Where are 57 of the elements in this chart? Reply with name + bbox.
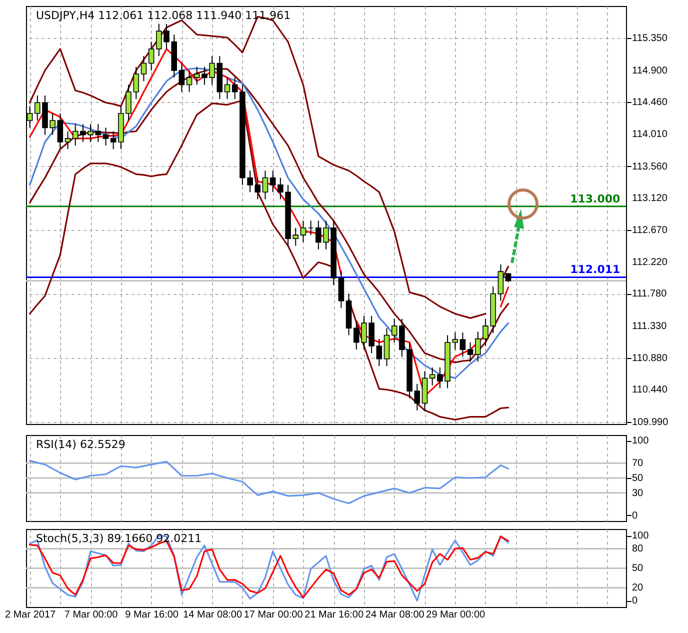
y-tick-label: 114.460 (632, 96, 668, 108)
candlestick (110, 130, 116, 150)
ref-line-label: 113.000 (570, 192, 621, 206)
y-tick-label: 0 (632, 510, 638, 522)
y-tick-label: 110.880 (632, 353, 668, 364)
candlestick (460, 332, 466, 358)
x-tick-label: 2 Mar 2017 (5, 610, 56, 620)
candlestick (186, 70, 192, 92)
x-tick-label: 29 Mar 00:00 (426, 610, 486, 620)
candlestick (376, 338, 382, 367)
candlestick (308, 220, 314, 236)
x-tick-label: 14 Mar 08:00 (183, 610, 242, 620)
candlestick (262, 170, 268, 200)
y-tick-label: 50 (632, 473, 644, 484)
y-tick-label: 0 (632, 596, 638, 607)
y-tick-label: 114.010 (632, 129, 668, 140)
chart-title: USDJPY,H4 112.061 112.068 111.940 111.961 (36, 9, 291, 22)
candlestick (467, 342, 474, 362)
y-tick-label: 70 (632, 458, 644, 470)
y-tick-label: 30 (632, 488, 644, 499)
candlestick (148, 41, 154, 71)
candlestick (57, 112, 64, 150)
ref-line-label: 112.011 (570, 263, 620, 276)
y-tick-label: 114.900 (632, 65, 668, 76)
candlestick (300, 220, 306, 243)
y-tick-label: 112.670 (632, 225, 668, 236)
y-tick-label: 20 (632, 582, 644, 594)
y-tick-label: 100 (632, 436, 650, 447)
x-tick-label: 17 Mar 00:00 (244, 610, 304, 620)
y-tick-label: 80 (632, 544, 644, 555)
x-tick-label: 24 Mar 08:00 (365, 610, 425, 620)
y-tick-label: 50 (632, 563, 644, 574)
x-tick-label: 21 Mar 16:00 (304, 610, 364, 620)
candlestick (498, 264, 504, 302)
candlestick (224, 77, 230, 100)
candlestick (338, 270, 344, 309)
x-tick-label: 9 Mar 16:00 (125, 610, 179, 620)
y-tick-label: 111.330 (632, 320, 668, 332)
chart-title: RSI(14) 62.5529 (36, 438, 126, 451)
candlestick (505, 272, 512, 283)
y-tick-label: 115.350 (632, 33, 668, 44)
y-tick-label: 113.560 (632, 161, 668, 172)
x-tick-label: 7 Mar 00:00 (64, 610, 118, 620)
y-tick-label: 111.780 (632, 288, 668, 300)
y-tick-label: 110.440 (632, 384, 668, 396)
y-tick-label: 109.990 (632, 416, 669, 428)
candlestick (140, 56, 147, 82)
y-tick-label: 112.220 (632, 257, 668, 268)
y-tick-label: 113.120 (632, 192, 668, 204)
candlestick (64, 130, 71, 150)
candlestick (270, 170, 276, 193)
candlestick (429, 366, 436, 386)
candlestick (102, 127, 109, 146)
line-series (28, 460, 510, 504)
y-tick-label: 100 (632, 530, 650, 542)
candlestick (178, 62, 185, 92)
candlestick (384, 328, 390, 367)
